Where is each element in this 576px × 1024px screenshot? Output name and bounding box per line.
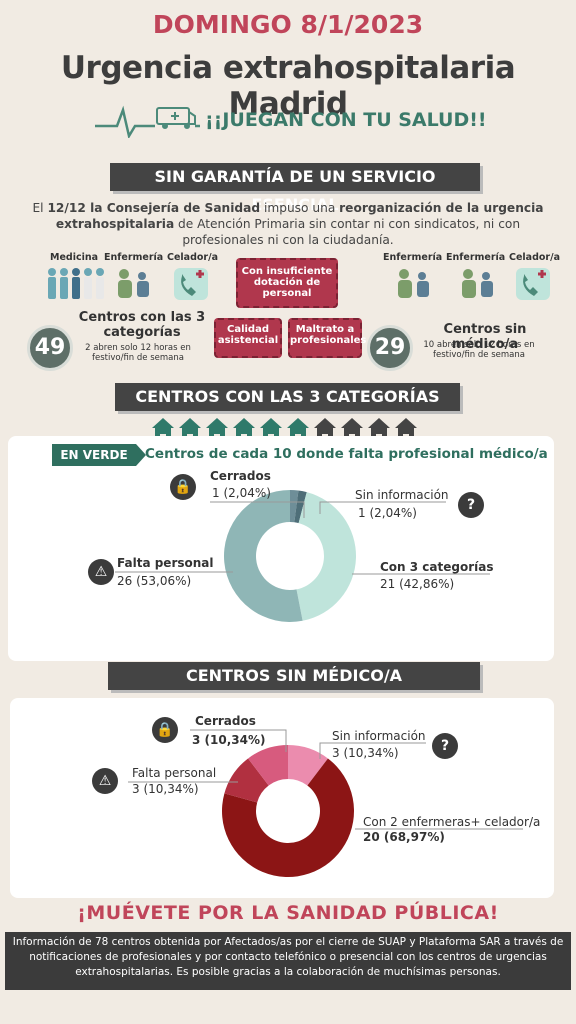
problem-quality: Calidad asistencial [214, 318, 282, 358]
value-sin-info-2: 3 (10,34%) [332, 746, 399, 760]
label-sin-info-1: Sin información [355, 488, 449, 502]
question-icon: ? [458, 492, 484, 518]
question-icon-2: ? [432, 733, 458, 759]
nurses-icon [398, 268, 550, 300]
leader-line-sin-info-2 [319, 742, 426, 759]
lock-icon-2: 🔒 [152, 717, 178, 743]
label-enfermeria-2: Enfermería [446, 252, 506, 263]
value-cerrados-1: 1 (2,04%) [212, 486, 271, 500]
value-con3: 21 (42,86%) [380, 577, 455, 591]
donut-slice-cerrados [294, 490, 307, 524]
donut-slice-falta-personal [224, 758, 269, 803]
donut-slice-sin-informaci-n [290, 490, 299, 523]
slogan: ¡¡JUEGAN CON TU SALUD!! [205, 109, 487, 131]
donut-slice-falta-personal [223, 490, 303, 622]
count-badge-no-doctor: 29 [367, 325, 413, 371]
date-heading: DOMINGO 8/1/2023 [152, 10, 424, 39]
label-con3: Con 3 categorías [380, 560, 494, 574]
label-enfermeria: Enfermería [104, 252, 164, 263]
label-falta-1: Falta personal [117, 556, 214, 570]
warning-icon: ⚠ [88, 559, 114, 585]
leader-line-falta-1 [115, 571, 233, 573]
leader-line-con2 [355, 828, 523, 830]
section-banner-three-categories: CENTROS CON LAS 3 CATEGORÍAS [115, 383, 460, 411]
right-group-subtext: 10 abren solo 12 horas en festivo/fin de… [423, 340, 535, 360]
donut-slice-con-3-categor-as [296, 492, 356, 621]
donut-slice-sin-informaci-n [288, 745, 328, 786]
value-falta-1: 26 (53,06%) [117, 574, 192, 588]
label-cerrados-2: Cerrados [195, 714, 256, 728]
donut-chart-three-categories [223, 490, 356, 622]
label-enfermeria-1: Enfermería [383, 252, 443, 263]
chart-card-three-categories [8, 436, 554, 661]
section-banner-guarantee: SIN GARANTÍA DE UN SERVICIO ESENCIAL [110, 163, 480, 214]
label-celador: Celador/a [167, 252, 218, 263]
ambulance-heartbeat-icon [95, 105, 200, 138]
label-sin-info-2: Sin información [332, 729, 426, 743]
leader-line-cerrados-1 [210, 501, 305, 518]
donut-slice-cerrados [248, 745, 288, 786]
label-medicina: Medicina [50, 252, 99, 263]
call-to-action: ¡MUÉVETE POR LA SANIDAD PÚBLICA! [77, 902, 499, 924]
value-cerrados-2: 3 (10,34%) [192, 733, 266, 747]
leader-line-falta-2 [128, 781, 238, 783]
section-banner-no-doctor: CENTROS SIN MÉDICO/A [108, 662, 480, 690]
donut-slice-con-2-enfermeras-celador-a [221, 758, 354, 877]
label-falta-2: Falta personal [132, 766, 217, 780]
leader-line-sin-info-1 [319, 501, 446, 514]
leader-line-cerrados-2 [190, 729, 287, 752]
leader-line-con3 [352, 573, 490, 575]
label-con2: Con 2 enfermeras+ celador/a [363, 815, 541, 829]
footer-note: Información de 78 centros obtenida por A… [5, 932, 571, 990]
label-cerrados-1: Cerrados [210, 469, 271, 483]
left-group-heading: Centros con las 3 categorías [78, 310, 206, 340]
warning-icon-2: ⚠ [92, 768, 118, 794]
staff-people-icon [48, 268, 208, 300]
problem-mistreatment: Maltrato a profesionales [288, 318, 366, 358]
lock-icon: 🔒 [170, 474, 196, 500]
green-caption: Centros de cada 10 donde falta profesion… [145, 446, 548, 462]
page-title: Urgencia extrahospitalaria Madrid [60, 50, 516, 122]
intro-paragraph: El 12/12 la Consejería de Sanidad impuso… [32, 201, 544, 247]
right-group-heading: Centros sin médico/a [443, 322, 527, 352]
label-celador-2: Celador/a [509, 252, 560, 263]
donut-chart-no-doctor [221, 745, 354, 877]
value-con2: 20 (68,97%) [363, 830, 445, 844]
count-badge-three-categories: 49 [27, 325, 73, 371]
problem-insufficient-staff: Con insuficiente dotación de personal [236, 258, 338, 308]
value-falta-2: 3 (10,34%) [132, 782, 199, 796]
left-group-subtext: 2 abren solo 12 horas en festivo/fin de … [85, 343, 191, 363]
value-sin-info-1: 1 (2,04%) [358, 506, 417, 520]
green-badge: EN VERDE [52, 444, 146, 466]
